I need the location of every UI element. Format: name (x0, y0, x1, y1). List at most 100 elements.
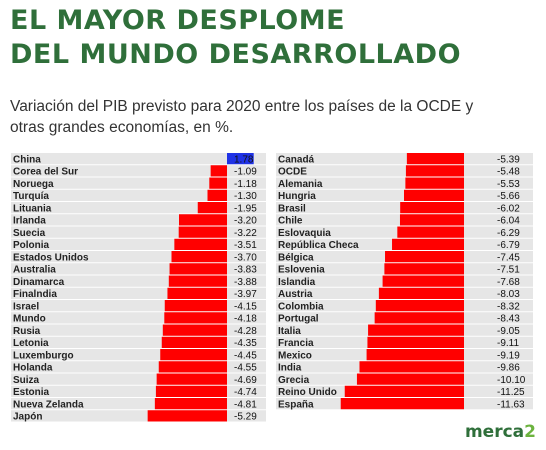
category-label: Alemania (278, 179, 323, 190)
bar (169, 263, 227, 275)
category-label: Grecia (278, 375, 310, 386)
bar (161, 336, 227, 348)
value-label: -6.29 (497, 228, 520, 239)
value-label: -9.05 (497, 326, 520, 337)
category-label: Eslovaquia (278, 228, 331, 239)
bar (385, 251, 464, 263)
bar (374, 312, 464, 324)
category-label: Estonia (13, 387, 50, 398)
category-label: Italia (278, 326, 301, 337)
category-label: Eslovenia (278, 265, 325, 276)
row-background (11, 165, 266, 177)
row-background (11, 349, 266, 361)
value-label: -1.95 (234, 203, 257, 214)
value-label: -3.51 (234, 240, 257, 251)
value-label: -7.45 (497, 252, 520, 263)
category-label: Mexico (278, 350, 312, 361)
category-label: India (278, 363, 302, 374)
row-background (11, 251, 266, 263)
category-label: Australia (13, 265, 56, 276)
row-background (11, 287, 266, 299)
category-label: Corea del Sur (13, 167, 78, 178)
bar (179, 214, 227, 226)
value-label: -5.39 (497, 154, 520, 165)
category-label: Colombia (278, 301, 324, 312)
value-label: -5.29 (234, 412, 257, 423)
bar (167, 287, 227, 299)
title-line-1: EL MAYOR DESPLOME (10, 5, 346, 36)
bar (154, 398, 227, 410)
value-label: -5.48 (497, 167, 520, 178)
category-label: Brasil (278, 203, 306, 214)
row-background (276, 165, 533, 177)
category-label: Finalndia (13, 289, 57, 300)
category-label: Hungria (278, 191, 316, 202)
bar (359, 361, 464, 373)
category-label: Noruega (13, 179, 54, 190)
bar (400, 202, 464, 214)
row-background (11, 226, 266, 238)
value-label: -5.66 (497, 191, 520, 202)
bar (171, 251, 227, 263)
row-background (11, 177, 266, 189)
value-label: 1.78 (234, 154, 254, 165)
subtitle-line-1: Variación del PIB previsto para 2020 ent… (10, 98, 474, 115)
row-background (11, 385, 266, 397)
value-label: -1.09 (234, 167, 257, 178)
bar (164, 312, 227, 324)
category-label: China (13, 154, 41, 165)
value-label: -5.53 (497, 179, 520, 190)
row-background (11, 373, 266, 385)
category-label: Reino Unido (278, 387, 337, 398)
value-label: -4.15 (234, 301, 257, 312)
brand-digit: 2 (524, 422, 536, 442)
bar (164, 300, 227, 312)
bar (156, 373, 227, 385)
category-label: Mundo (13, 314, 46, 325)
category-label: Letonia (13, 338, 49, 349)
category-label: Turquía (13, 191, 49, 202)
subtitle-line-2: otras grandes economías, en %. (10, 119, 234, 136)
value-label: -8.32 (497, 301, 520, 312)
category-label: Irlanda (13, 216, 46, 227)
value-label: -4.35 (234, 338, 257, 349)
category-label: Lituania (13, 203, 52, 214)
bar (162, 324, 227, 336)
value-label: -4.28 (234, 326, 257, 337)
bar (227, 153, 254, 165)
bar (378, 287, 464, 299)
row-background (11, 189, 266, 201)
value-label: -8.03 (497, 289, 520, 300)
category-label: Bélgica (278, 252, 314, 263)
row-background (11, 153, 266, 165)
bar (368, 324, 464, 336)
category-label: Chile (278, 216, 303, 227)
category-label: OCDE (278, 167, 307, 178)
value-label: -3.70 (234, 252, 257, 263)
title-line-2: DEL MUNDO DESARROLLADO (10, 39, 462, 70)
row-background (276, 177, 533, 189)
bar (168, 275, 227, 287)
value-label: -3.22 (234, 228, 257, 239)
value-label: -8.43 (497, 314, 520, 325)
value-label: -6.04 (497, 216, 520, 227)
category-label: Austria (278, 289, 313, 300)
value-label: -3.20 (234, 216, 257, 227)
bar (397, 226, 464, 238)
bar (210, 165, 227, 177)
page-title: EL MAYOR DESPLOME DEL MUNDO DESARROLLADO (10, 4, 461, 72)
value-label: -1.30 (234, 191, 257, 202)
category-label: Japón (13, 412, 42, 423)
category-label: Luxemburgo (13, 350, 74, 361)
row-background (11, 275, 266, 287)
bar (174, 238, 227, 250)
value-label: -1.18 (234, 179, 257, 190)
bar (160, 349, 227, 361)
category-label: Estados Unidos (13, 252, 89, 263)
bar (356, 373, 464, 385)
bar (197, 202, 227, 214)
value-label: -4.69 (234, 375, 257, 386)
category-label: España (278, 399, 314, 410)
category-label: Nueva Zelanda (13, 399, 84, 410)
category-label: Francia (278, 338, 314, 349)
